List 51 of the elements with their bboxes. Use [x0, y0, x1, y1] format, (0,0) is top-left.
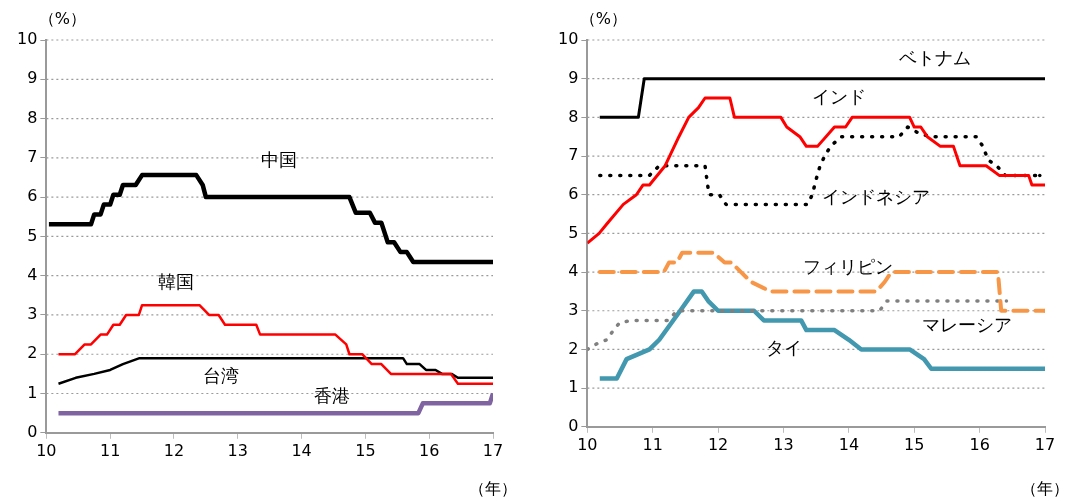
x-tick-label: 11 — [99, 440, 121, 460]
y-tick-label: 1 — [568, 377, 579, 397]
y-tick-label: 5 — [568, 222, 579, 242]
x-tick-label: 14 — [291, 440, 312, 460]
series-label: フィリピン — [803, 255, 894, 277]
y-tick-label: 6 — [568, 183, 579, 203]
y-tick-label: 7 — [27, 147, 38, 166]
x-tick-label: 15 — [355, 440, 376, 460]
y-axis-title: （%） — [38, 9, 86, 29]
y-tick-label: 3 — [27, 304, 38, 324]
series-label: 香港 — [314, 385, 351, 407]
y-tick-label: 9 — [568, 67, 579, 87]
y-tick-label: 4 — [568, 261, 579, 281]
series-label: インドネシア — [821, 186, 930, 208]
x-tick-label: 16 — [419, 440, 440, 460]
y-tick-label: 1 — [27, 382, 38, 402]
x-tick-label: 16 — [969, 434, 990, 454]
x-tick-label: 14 — [838, 434, 860, 454]
y-tick-label: 2 — [568, 338, 579, 358]
y-tick-label: 7 — [568, 145, 579, 165]
y-tick-label: 3 — [568, 299, 579, 319]
y-tick-label: 10 — [558, 29, 579, 49]
x-tick-label: 17 — [1034, 434, 1056, 454]
y-tick-label: 8 — [568, 106, 579, 126]
x-tick-label: 12 — [163, 440, 185, 460]
x-axis-title: （年） — [1021, 479, 1067, 499]
x-tick-label: 12 — [707, 434, 729, 454]
line-series — [597, 250, 1045, 313]
y-axis-title: （%） — [579, 9, 627, 29]
y-tick-label: 6 — [27, 186, 38, 206]
y-tick-label: 8 — [27, 107, 38, 127]
series-label: 韓国 — [157, 271, 194, 293]
y-tick-label: 0 — [568, 415, 579, 435]
x-tick-label: 13 — [227, 440, 248, 460]
series-label: ベトナム — [899, 47, 972, 69]
y-tick-label: 9 — [27, 68, 38, 88]
y-tick-label: 0 — [27, 421, 38, 441]
series-label: 台湾 — [202, 365, 239, 387]
y-tick-label: 2 — [27, 343, 38, 363]
y-tick-label: 4 — [27, 264, 38, 284]
series-label: マレーシア — [922, 313, 1013, 335]
y-tick-label: 10 — [17, 29, 38, 49]
series-label: 中国 — [260, 149, 297, 171]
series-label: タイ — [766, 337, 803, 359]
x-tick-label: 17 — [482, 440, 504, 460]
x-tick-label: 13 — [773, 434, 794, 454]
x-axis-title: （年） — [469, 479, 517, 499]
series-label: インド — [812, 85, 867, 107]
x-tick-label: 11 — [642, 434, 663, 454]
x-tick-label: 15 — [904, 434, 925, 454]
y-tick-label: 5 — [27, 225, 38, 245]
